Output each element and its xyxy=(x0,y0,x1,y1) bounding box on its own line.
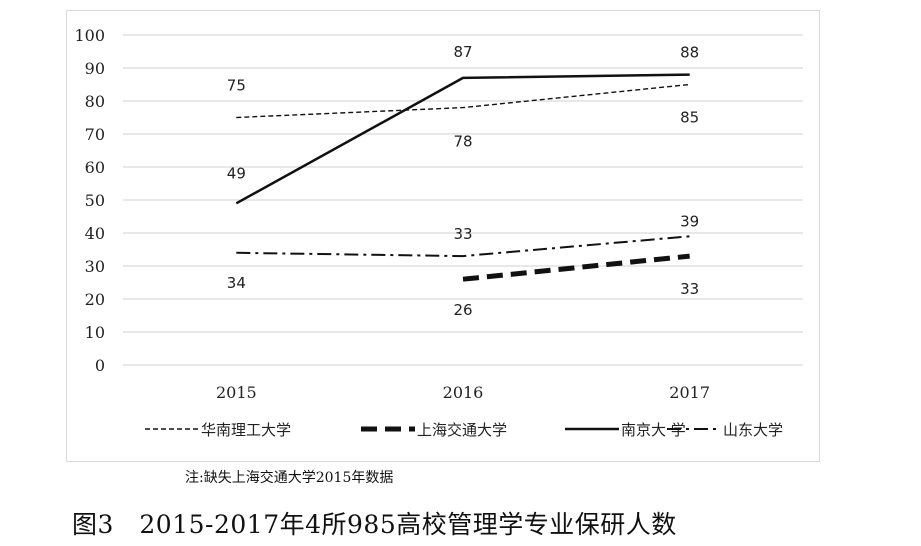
legend-label: 山东大学 xyxy=(723,421,783,439)
chart-note: 注:缺失上海交通大学2015年数据 xyxy=(185,470,394,486)
y-tick-label: 100 xyxy=(74,26,105,45)
data-label: 49 xyxy=(227,164,246,182)
series-line xyxy=(236,83,690,119)
data-label: 87 xyxy=(453,43,472,61)
y-tick-label: 70 xyxy=(85,125,105,144)
data-label: 34 xyxy=(227,274,246,292)
data-label: 85 xyxy=(680,109,699,127)
y-tick-label: 50 xyxy=(85,191,105,210)
x-tick-label: 2015 xyxy=(216,383,257,402)
x-tick-label: 2017 xyxy=(669,383,710,402)
y-tick-label: 40 xyxy=(85,224,105,243)
series-line xyxy=(235,73,690,205)
legend-label: 上海交通大学 xyxy=(417,421,507,439)
data-label: 26 xyxy=(453,301,472,319)
legend-label: 南京大 学 xyxy=(621,421,686,439)
data-label: 88 xyxy=(680,44,699,62)
data-label: 39 xyxy=(680,212,699,230)
y-tick-label: 60 xyxy=(85,158,105,177)
y-tick-label: 90 xyxy=(85,59,105,78)
legend-label: 华南理工大学 xyxy=(201,421,291,439)
series-line xyxy=(462,253,690,282)
y-tick-label: 0 xyxy=(95,356,105,375)
figure-caption: 图3 2015-2017年4所985高校管理学专业保研人数 xyxy=(72,510,677,539)
data-label: 33 xyxy=(680,280,699,298)
data-label: 75 xyxy=(227,77,246,95)
series-line xyxy=(236,235,690,258)
y-tick-label: 10 xyxy=(85,323,105,342)
chart-frame: 100 90 80 70 60 50 40 30 20 10 0 2015 2016 2017 75 78 85… xyxy=(66,10,820,462)
y-tick-label: 20 xyxy=(85,290,105,309)
data-label: 78 xyxy=(453,133,472,151)
y-tick-label: 30 xyxy=(85,257,105,276)
data-label: 33 xyxy=(453,225,472,243)
x-tick-label: 2016 xyxy=(443,383,484,402)
y-tick-label: 80 xyxy=(85,92,105,111)
